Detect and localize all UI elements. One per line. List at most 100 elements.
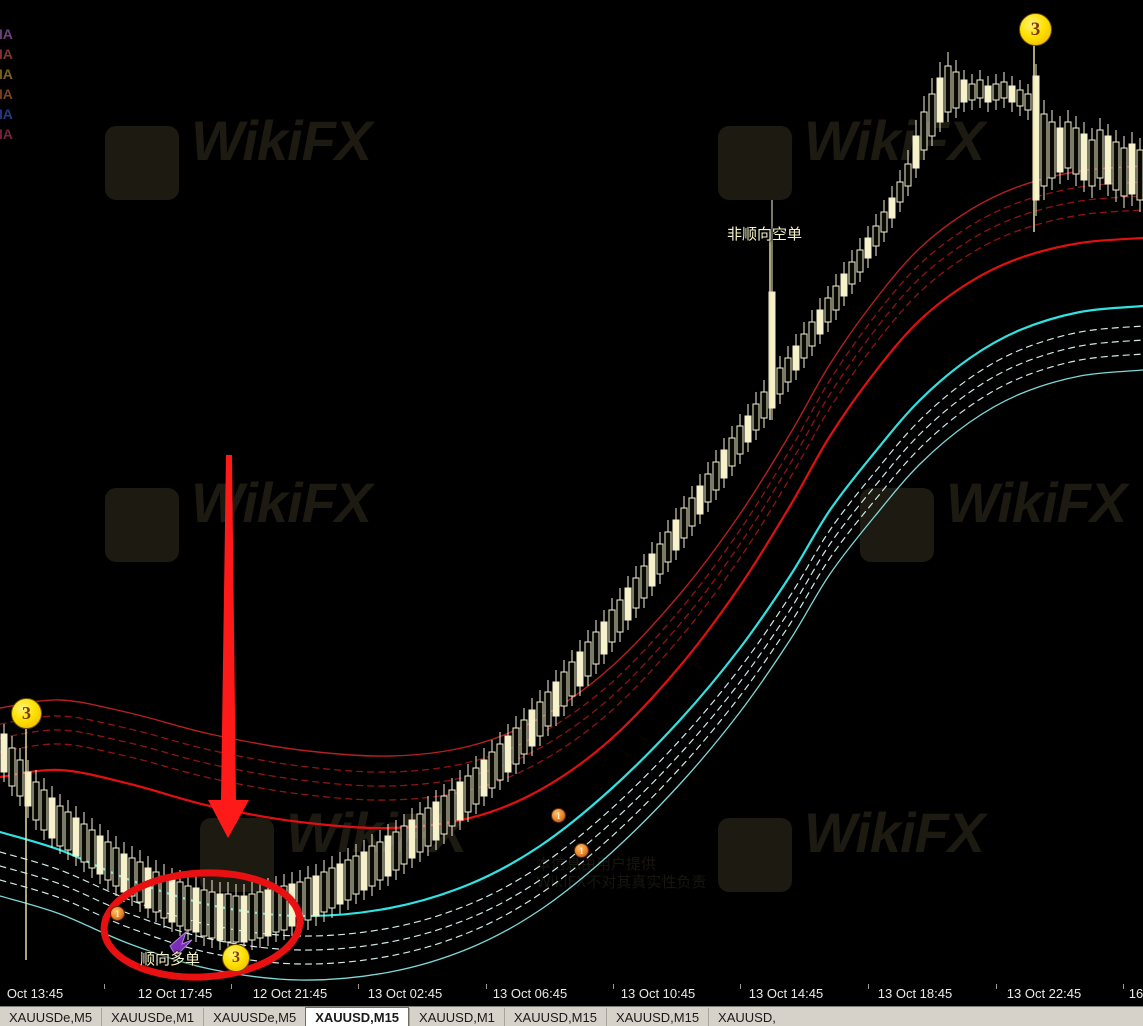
chart-svg [0, 44, 1143, 981]
x-axis-tick-label: 13 Oct 10:45 [620, 986, 696, 1001]
watermark-disclaimer: 本信息由用户提供 WikiFX不对其真实性负责 [536, 855, 706, 891]
candle-body [752, 403, 760, 431]
candle-body [896, 181, 904, 203]
candle-body [1064, 121, 1072, 169]
x-axis-tick-label: 13 Oct 14:45 [748, 986, 824, 1001]
candle-body [464, 775, 472, 813]
candle-body [400, 825, 408, 865]
candle-body [776, 367, 784, 395]
x-axis-separator-5 [740, 984, 741, 989]
candle-body [56, 805, 64, 847]
x-axis-separator-1 [231, 984, 232, 989]
candle-body [272, 887, 280, 933]
candle-body [544, 691, 552, 727]
candle-body [728, 437, 736, 467]
band-upper-band-dashed-2 [0, 195, 1143, 787]
candle-body [352, 855, 360, 895]
badge-signal-3-topright[interactable]: 3 [1019, 13, 1052, 46]
candle-body [504, 735, 512, 773]
chart-tab-0[interactable]: XAUUSDe,M5 [0, 1008, 102, 1026]
candle-body [432, 801, 440, 841]
candle-body [1024, 93, 1032, 111]
badge-signal-1-c[interactable]: 1 [574, 843, 589, 858]
candle-body [640, 565, 648, 599]
x-axis: Oct 13:45 12 Oct 17:45 12 Oct 21:45 13 Oct … [0, 984, 1143, 1006]
candle-body [656, 543, 664, 575]
candle-body [1048, 121, 1056, 179]
candle-body [88, 829, 96, 869]
chart-tab-2[interactable]: XAUUSDe,M5 [203, 1008, 306, 1026]
badge-signal-3-left[interactable]: 3 [11, 698, 42, 729]
chart-tab-4[interactable]: XAUUSD,M1 [409, 1008, 504, 1026]
band-lower-band-dashed-3 [0, 353, 1143, 965]
candle-body [984, 85, 992, 103]
candle-body [344, 859, 352, 901]
legend-item-5: 1SMA [0, 126, 13, 142]
band-lower-band-dashed-1 [0, 325, 1143, 937]
candle-body [800, 333, 808, 359]
chart-tab-5[interactable]: XAUUSD,M15 [503, 1008, 606, 1026]
legend-item-4: 4SMA [0, 106, 13, 122]
disclaimer-line-1: 本信息由用户提供 [536, 855, 657, 873]
candle-body [568, 661, 576, 697]
candle-body [944, 65, 952, 113]
candle-body [560, 671, 568, 707]
candle-body [832, 285, 840, 311]
candle-body [648, 553, 656, 587]
candle-body [80, 823, 88, 863]
candle-body [496, 743, 504, 781]
candle-body [736, 425, 744, 455]
candle-body [848, 261, 856, 285]
candle-body [1120, 147, 1128, 197]
candle-body [704, 473, 712, 503]
candlestick-series [0, 52, 1143, 952]
chart-tab-1[interactable]: XAUUSDe,M1 [101, 1008, 204, 1026]
candle-body [792, 345, 800, 371]
candle-body [136, 861, 144, 903]
chart-tab-6[interactable]: XAUUSD,M15 [605, 1008, 709, 1026]
candle-body [408, 819, 416, 859]
x-axis-tick-label: 13 Oct 18:45 [877, 986, 953, 1001]
candle-body [744, 415, 752, 443]
candle-body [824, 297, 832, 323]
candle-body [184, 885, 192, 931]
indicator-bands [0, 165, 1143, 981]
candle-body [304, 877, 312, 921]
indicator-legend: 3SMA 6SMA 5SMA 1SMA 4SMA 1SMA [0, 24, 34, 144]
chart-tab-active-3[interactable]: XAUUSD,M15 [305, 1007, 410, 1026]
candle-body [760, 391, 768, 419]
candle-body [392, 831, 400, 871]
x-axis-separator-3 [486, 984, 487, 989]
candle-body [40, 789, 48, 831]
candle-body [864, 237, 872, 259]
disclaimer-line-2: WikiFX不对其真实性负责 [536, 873, 707, 891]
candle-body [1080, 133, 1088, 181]
candle-body [336, 863, 344, 905]
badge-signal-1-b[interactable]: 1 [551, 808, 566, 823]
candle-body [424, 807, 432, 847]
purple-entry-arrow-icon [169, 930, 193, 957]
candle-body [240, 895, 248, 943]
candle-body [264, 889, 272, 937]
candle-body [280, 885, 288, 931]
candle-body [72, 817, 80, 857]
candle-body [720, 449, 728, 479]
candle-body [1000, 81, 1008, 99]
candle-body [1096, 129, 1104, 179]
candle-body [1072, 127, 1080, 175]
candle-body [176, 881, 184, 927]
badge-signal-3-bottom[interactable]: 3 [222, 944, 250, 972]
band-lower-band-bottom-thin-cyan [0, 369, 1143, 981]
annotation-long-order-label: 顺向多单 [140, 950, 201, 968]
chart-tab-7[interactable]: XAUUSD, [708, 1008, 785, 1026]
candle-body [168, 879, 176, 923]
badge-signal-1-a[interactable]: 1 [110, 906, 125, 921]
candle-body [856, 249, 864, 273]
chart-plot-area[interactable]: WikiFX WikiFX WikiFX WikiFX WikiFX WikiF… [0, 0, 1143, 984]
chart-tab-bar[interactable]: XAUUSDe,M5 XAUUSDe,M1 XAUUSDe,M5 XAUUSD,M15… [0, 1006, 1143, 1026]
candle-body [664, 531, 672, 563]
candle-body [128, 857, 136, 897]
candle-body [120, 853, 128, 893]
candle-body [1136, 149, 1143, 201]
